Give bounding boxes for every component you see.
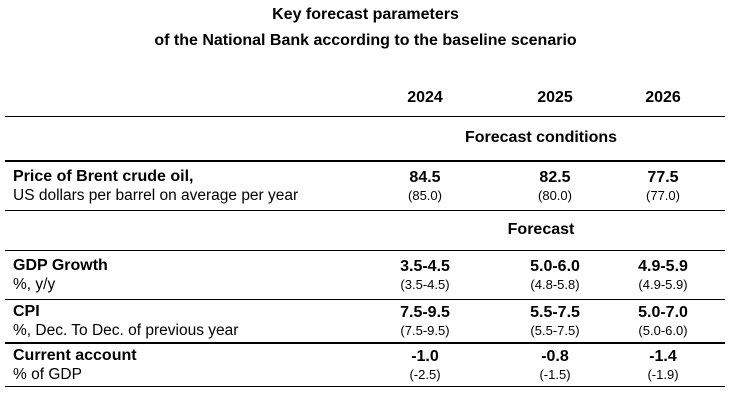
section-row-forecast-conditions: Forecast conditions [5,116,725,162]
current-value: -1.0 [411,347,439,365]
section-row-forecast: Forecast [5,210,725,251]
title-line-2: of the National Bank according to the ba… [154,32,577,49]
cpi-value-2024: 7.5-9.5 (7.5-9.5) [357,299,493,344]
previous-value: (-1.9) [647,366,679,382]
gdp-value-2025: 5.0-6.0 (4.8-5.8) [493,250,617,300]
previous-value: (5.5-7.5) [530,322,580,338]
page-title: Key forecast parameters of the National … [0,0,731,58]
previous-value: (-1.5) [539,366,571,382]
cpi-value-2026: 5.0-7.0 (5.0-6.0) [617,299,725,344]
section-header-forecast-conditions: Forecast conditions [357,116,725,162]
current-account-value-2025: -0.8 (-1.5) [493,343,617,387]
row-label-main: Current account [13,346,137,364]
forecast-table: 2024 2025 2026 Forecast conditions Price… [5,58,725,387]
empty-cell [5,116,357,162]
row-label-current-account: Current account % of GDP [5,343,357,387]
row-label-sub: US dollars per barrel on average per yea… [13,186,299,204]
row-label-sub: %, Dec. To Dec. of previous year [13,321,239,339]
previous-value: (80.0) [538,187,572,203]
previous-value: (3.5-4.5) [400,276,450,292]
current-value: 5.5-7.5 [530,303,580,321]
table-row-cpi: CPI %, Dec. To Dec. of previous year 7.5… [5,299,725,344]
row-label-cpi: CPI %, Dec. To Dec. of previous year [5,299,357,344]
year-header-2024: 2024 [357,58,493,117]
current-value: 3.5-4.5 [400,257,450,275]
current-account-value-2026: -1.4 (-1.9) [617,343,725,387]
current-value: 82.5 [539,168,571,186]
brent-value-2024: 84.5 (85.0) [357,161,493,211]
title-line-1: Key forecast parameters [272,6,459,23]
brent-value-2026: 77.5 (77.0) [617,161,725,211]
year-header-2026: 2026 [617,58,725,117]
empty-cell [5,210,357,251]
section-header-forecast: Forecast [357,210,725,251]
previous-value: (85.0) [408,187,442,203]
table-row-gdp-growth: GDP Growth %, y/y 3.5-4.5 (3.5-4.5) 5.0-… [5,250,725,300]
current-value: -1.4 [649,347,677,365]
previous-value: (4.8-5.8) [530,276,580,292]
current-value: 7.5-9.5 [400,303,450,321]
empty-header-cell [5,58,357,117]
cpi-value-2025: 5.5-7.5 (5.5-7.5) [493,299,617,344]
current-account-value-2024: -1.0 (-2.5) [357,343,493,387]
current-value: 77.5 [647,168,679,186]
row-label-main: CPI [13,302,40,320]
table-row-brent-oil: Price of Brent crude oil, US dollars per… [5,161,725,211]
gdp-value-2026: 4.9-5.9 (4.9-5.9) [617,250,725,300]
current-value: 4.9-5.9 [638,257,688,275]
previous-value: (5.0-6.0) [638,322,688,338]
current-value: 5.0-6.0 [530,257,580,275]
year-header-2025: 2025 [493,58,617,117]
row-label-main: Price of Brent crude oil, [13,167,194,185]
current-value: 5.0-7.0 [638,303,688,321]
year-header-row: 2024 2025 2026 [5,58,725,117]
gdp-value-2024: 3.5-4.5 (3.5-4.5) [357,250,493,300]
table-row-current-account: Current account % of GDP -1.0 (-2.5) -0.… [5,343,725,387]
previous-value: (4.9-5.9) [638,276,688,292]
row-label-sub: %, y/y [13,275,56,293]
row-label-sub: % of GDP [13,365,82,383]
row-label-brent-oil: Price of Brent crude oil, US dollars per… [5,161,357,211]
current-value: -0.8 [541,347,569,365]
brent-value-2025: 82.5 (80.0) [493,161,617,211]
previous-value: (77.0) [646,187,680,203]
previous-value: (-2.5) [409,366,441,382]
row-label-gdp-growth: GDP Growth %, y/y [5,250,357,300]
current-value: 84.5 [409,168,441,186]
row-label-main: GDP Growth [13,256,108,274]
previous-value: (7.5-9.5) [400,322,450,338]
